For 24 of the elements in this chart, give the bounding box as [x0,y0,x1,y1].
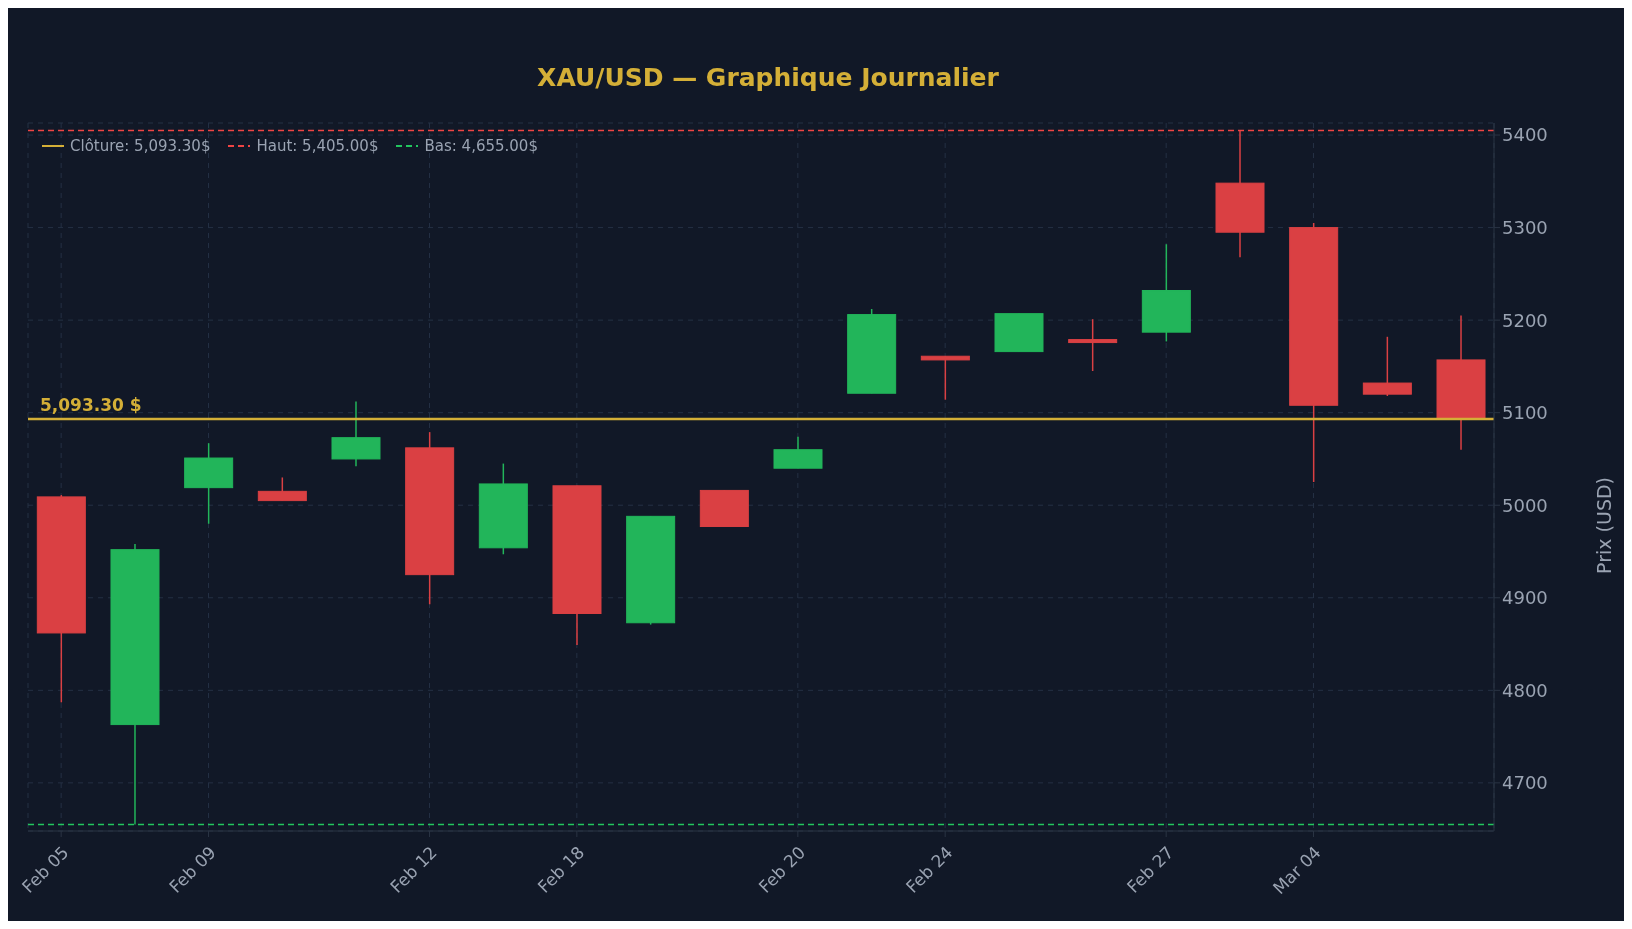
chart-title: XAU/USD — Graphique Journalier [536,62,1000,94]
y-tick-label: 4700 [1502,772,1548,794]
x-tick-label: Feb 12 [386,842,441,897]
y-tick-label: 5400 [1502,124,1548,146]
x-tick-label: Feb 20 [754,842,810,897]
y-tick-label: 4900 [1502,587,1548,609]
candlestick [920,355,970,401]
y-tick-label: 5000 [1502,494,1548,516]
y-axis-title: Prix (USD) [1592,477,1615,574]
y-tick-label: 5100 [1502,402,1548,424]
legend-label: Haut: 5,405.00$ [256,137,379,155]
y-tick-label: 5200 [1502,309,1548,331]
x-tick-label: Feb 09 [165,842,220,897]
x-tick-label: Mar 04 [1268,842,1325,899]
y-tick-label: 5300 [1502,216,1548,238]
y-tick-label: 4800 [1502,679,1548,701]
x-tick-label: Feb 27 [1122,842,1178,897]
x-tick-label: Feb 24 [901,842,957,897]
legend-label: Bas: 4,655.00$ [424,137,538,155]
x-tick-label: Feb 05 [17,842,73,897]
annotation: 5,093.30 $ [40,394,142,415]
candlestick [1068,318,1118,372]
x-tick-label: Feb 18 [533,842,589,897]
legend-label: Clôture: 5,093.30$ [70,137,211,155]
